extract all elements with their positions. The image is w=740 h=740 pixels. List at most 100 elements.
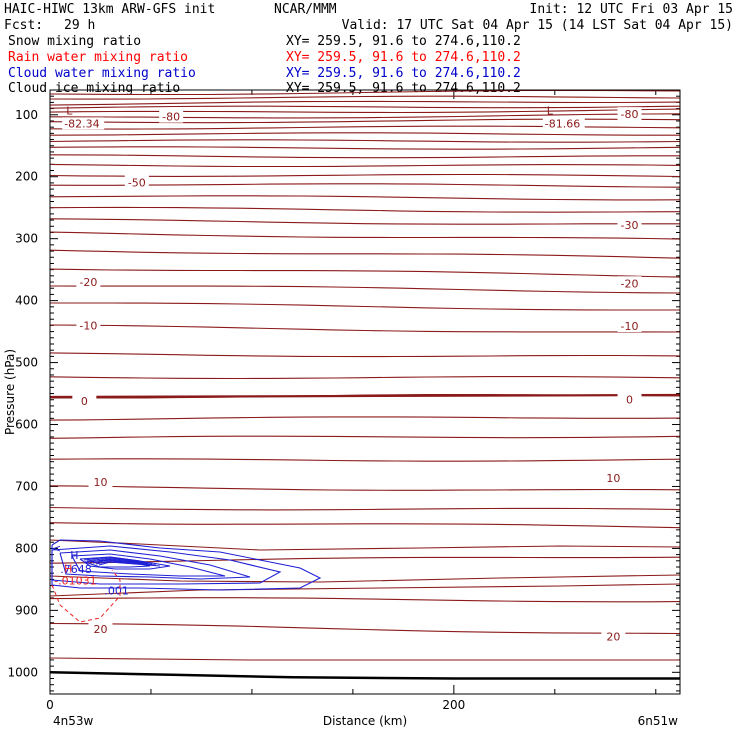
isotherm-line	[49, 622, 681, 635]
isotherm-label-bg	[601, 470, 626, 484]
isotherm-label: 0	[81, 395, 88, 408]
isotherm-label-bg	[124, 175, 149, 189]
isotherm-label: -20	[79, 276, 97, 289]
rain-water-contour	[51, 569, 121, 623]
cloud-water-contour	[83, 556, 141, 562]
isotherm-label: -20	[621, 277, 639, 290]
isotherm-line	[49, 435, 681, 439]
isotherm-label-bg	[601, 629, 626, 643]
cloud-water-contour	[51, 545, 282, 585]
cloud-water-contour	[51, 539, 322, 591]
isotherm-line	[49, 113, 681, 119]
isotherm-line	[49, 218, 680, 225]
isotherm-label: -10	[79, 319, 97, 332]
isotherm-label-bg	[617, 392, 642, 406]
y-tick-label: 600	[15, 418, 38, 432]
isotherm-line	[49, 574, 681, 583]
field-xy-cloud-ice: XY= 259.5, 91.6 to 274.6,110.2	[286, 81, 521, 96]
field-xy-cloud-water: XY= 259.5, 91.6 to 274.6,110.2	[286, 66, 521, 81]
isotherm-line	[49, 458, 681, 462]
y-tick-label: 400	[15, 294, 38, 308]
isotherm-label: -80	[162, 111, 180, 124]
isotherm-line	[50, 302, 680, 311]
y-tick-label: 800	[15, 541, 38, 555]
y-axis-title: Pressure (hPa)	[3, 349, 17, 435]
terrain-surface-line	[49, 671, 680, 680]
isotherm-label-bg	[617, 319, 642, 333]
cloud-water-contour	[89, 558, 149, 564]
x-end-label: 6n51w	[638, 714, 679, 728]
isotherm-zero-line	[49, 393, 681, 399]
rain-water-value: -.01031	[54, 575, 96, 588]
y-tick-label: 500	[15, 356, 38, 370]
x-axis-title: Distance (km)	[323, 714, 407, 728]
isotherm-label-bg	[617, 107, 642, 121]
isotherm-line	[49, 125, 681, 130]
isotherm-line	[49, 108, 681, 114]
rain-water-marker: H	[64, 563, 72, 576]
isotherm-label: 20	[606, 630, 620, 643]
model-title: HAIC-HIWC 13km ARW-GFS init	[4, 2, 215, 17]
valid-time: Valid: 17 UTC Sat 04 Apr 15 (14 LST Sat …	[342, 18, 733, 33]
low-marker: L	[66, 104, 73, 117]
x-tick-label: 0	[46, 698, 54, 712]
init-time: Init: 12 UTC Fri 03 Apr 15	[530, 2, 734, 17]
isotherm-line	[49, 163, 681, 168]
isotherm-label: 10	[93, 476, 107, 489]
y-tick-label: 100	[15, 108, 38, 122]
y-tick-label: 300	[15, 232, 38, 246]
cloud-water-contour	[59, 549, 251, 580]
isotherm-line	[49, 173, 681, 178]
isotherm-line	[49, 206, 681, 213]
y-tick-label: 200	[15, 170, 38, 184]
field-label-cloud-ice: Cloud ice mixing ratio	[8, 81, 180, 96]
field-label-snow: Snow mixing ratio	[8, 34, 141, 49]
isotherm-line	[49, 285, 681, 294]
isotherm-label: 0	[626, 394, 633, 407]
low-value-label: -81.66	[545, 117, 580, 130]
isotherm-label-bg	[88, 621, 113, 635]
isotherm-line	[49, 583, 681, 597]
isotherm-label-bg	[72, 393, 97, 407]
x-tick-label: 200	[442, 698, 465, 712]
low-value-bg	[62, 117, 105, 130]
y-tick-label: 1000	[7, 665, 38, 679]
field-xy-snow: XY= 259.5, 91.6 to 274.6,110.2	[286, 34, 521, 49]
isotherm-line	[49, 249, 681, 259]
fcst-label: Fcst:	[4, 18, 43, 33]
cloud-water-contour	[95, 560, 157, 566]
isotherm-line	[49, 506, 681, 511]
isotherm-label: -80	[621, 108, 639, 121]
isotherm-line	[49, 105, 681, 109]
isotherm-line	[49, 376, 681, 380]
isotherm-line	[49, 146, 681, 150]
cloud-water-contour	[92, 559, 153, 565]
isotherm-line	[49, 195, 681, 201]
field-label-cloud-water: Cloud water mixing ratio	[8, 66, 196, 81]
low-value-label: -82.34	[64, 117, 99, 130]
isotherm-line	[49, 100, 681, 106]
cloud-water-contour	[71, 553, 226, 577]
cloud-water-contour	[86, 557, 145, 563]
isotherm-line	[49, 352, 681, 358]
plot-frame	[49, 89, 681, 695]
cloud-water-contour-label: .001	[104, 585, 129, 598]
isotherm-line	[49, 556, 681, 564]
org-label: NCAR/MMM	[274, 2, 337, 17]
isotherm-line	[49, 95, 681, 100]
y-tick-label: 900	[15, 603, 38, 617]
field-xy-rain: XY= 259.5, 91.6 to 274.6,110.2	[286, 50, 521, 65]
isotherm-line	[49, 268, 681, 278]
low-value-bg	[542, 117, 585, 130]
isotherm-line	[49, 231, 681, 240]
field-label-rain: Rain water mixing ratio	[8, 50, 188, 65]
isotherm-line	[49, 183, 681, 188]
isotherm-label-bg	[159, 109, 184, 123]
cloud-water-max-value: .7648	[60, 563, 92, 576]
low-marker: L	[547, 104, 554, 117]
cloud-water-contour	[98, 561, 161, 567]
fcst-value: 29 h	[64, 18, 95, 33]
isotherm-label: 10	[606, 472, 620, 485]
